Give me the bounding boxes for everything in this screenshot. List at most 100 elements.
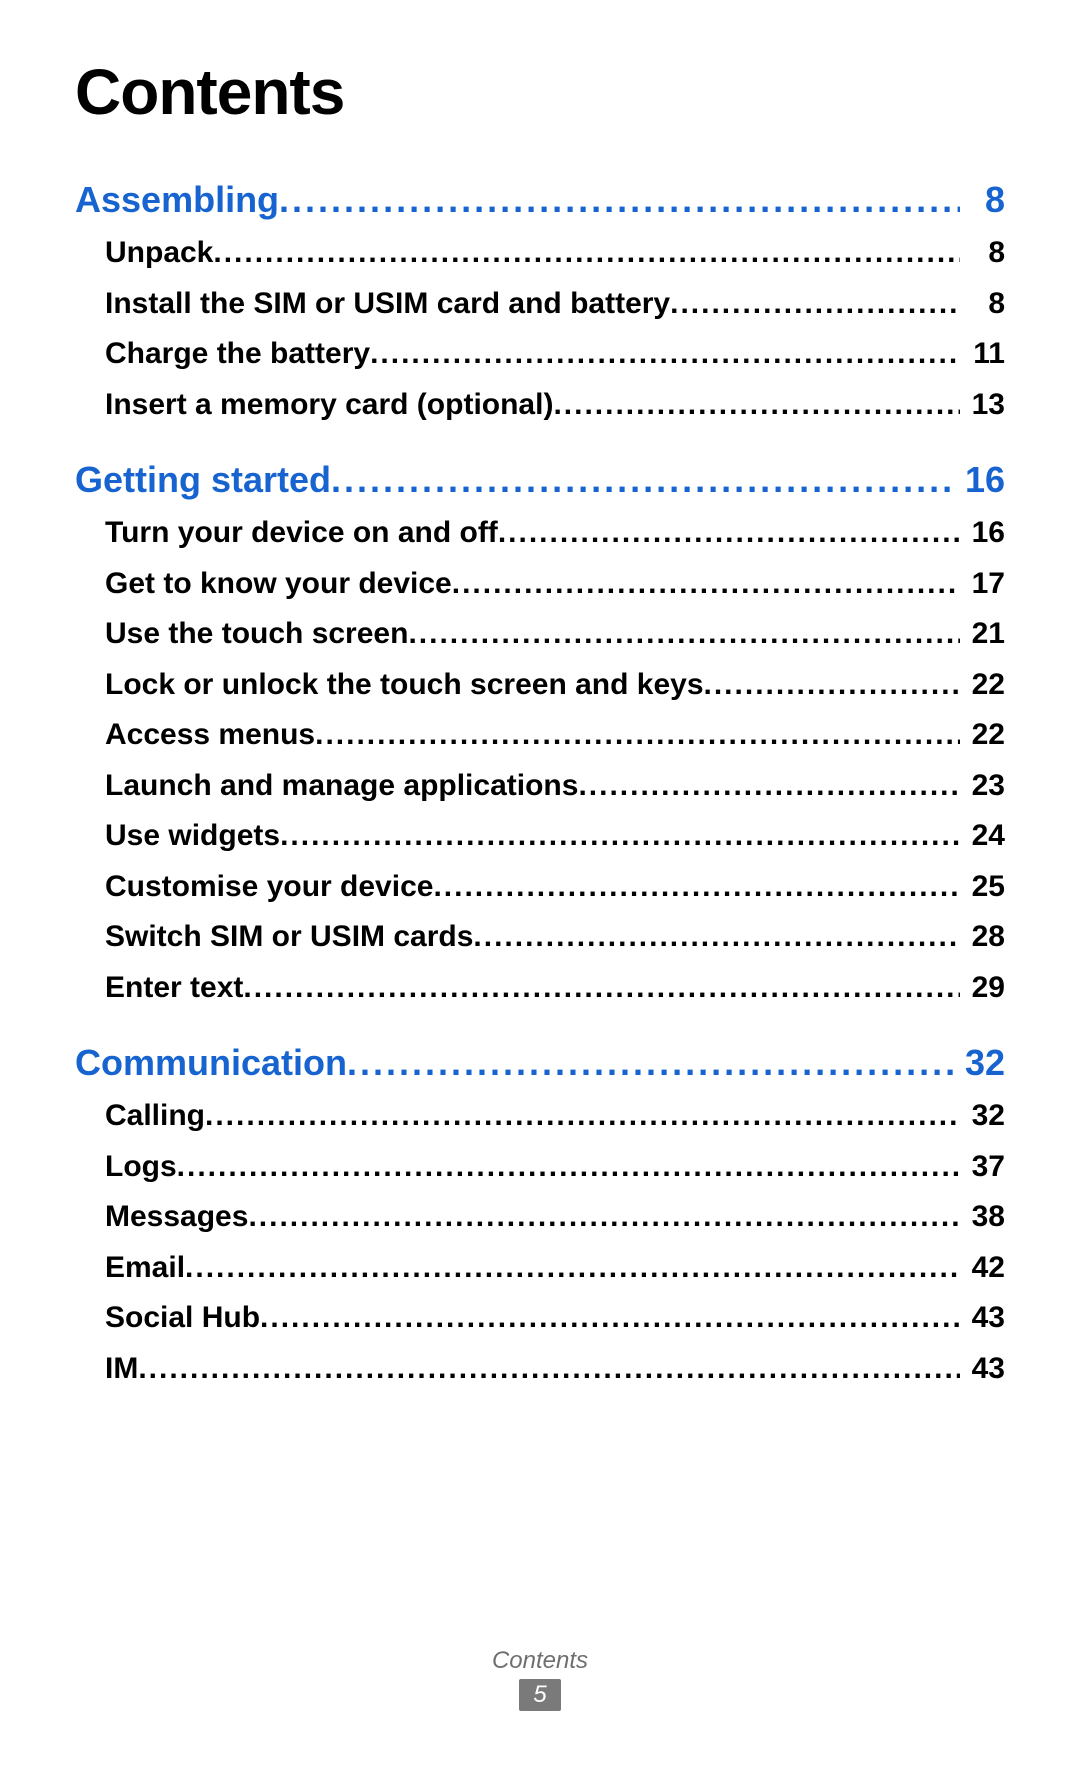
dot-leader (704, 665, 960, 706)
toc-sub-page: 21 (960, 614, 1005, 655)
toc-sub-label: IM (105, 1349, 138, 1390)
toc-sub-label: Messages (105, 1197, 248, 1238)
contents-page: Contents Assembling8Unpack8Install the S… (0, 0, 1080, 1771)
toc-sub-page: 13 (960, 385, 1005, 426)
toc-sub-page: 28 (960, 917, 1005, 958)
toc-sub-page: 16 (960, 513, 1005, 554)
toc-sub-row[interactable]: Access menus 22 (75, 715, 1005, 756)
toc-sub-page: 37 (960, 1147, 1005, 1188)
toc-sub-label: Charge the battery (105, 334, 370, 375)
dot-leader (553, 385, 960, 426)
toc-section-row[interactable]: Assembling 8 (75, 179, 1005, 221)
toc-sub-label: Use widgets (105, 816, 280, 857)
toc-sub-row[interactable]: Charge the battery 11 (75, 334, 1005, 375)
toc-sub-page: 8 (960, 233, 1005, 274)
toc-section: Communication 32 Calling 32 Logs 37 Messages 38… (75, 1042, 1005, 1389)
toc-sub-page: 29 (960, 968, 1005, 1009)
toc-sub-label: Turn your device on and off (105, 513, 498, 554)
toc-section-page: 32 (957, 1042, 1005, 1084)
dot-leader (185, 1248, 960, 1289)
dot-leader (138, 1349, 960, 1390)
toc-sub-row[interactable]: Insert a memory card (optional) 13 (75, 385, 1005, 426)
toc-sub-label: Get to know your device (105, 564, 452, 605)
toc-section: Getting started16Turn your device on and… (75, 459, 1005, 1008)
toc-sub-label: Logs (105, 1147, 177, 1188)
toc-sub-page: 24 (960, 816, 1005, 857)
dot-leader (315, 715, 960, 756)
toc-sub-row[interactable]: Enter text 29 (75, 968, 1005, 1009)
toc-section-label: Getting started (75, 459, 331, 501)
toc-sub-row[interactable]: Launch and manage applications 23 (75, 766, 1005, 807)
toc-sub-row[interactable]: Messages 38 (75, 1197, 1005, 1238)
toc-sub-page: 38 (960, 1197, 1005, 1238)
toc-sub-label: Calling (105, 1096, 205, 1137)
dot-leader (473, 917, 960, 958)
toc-sub-row[interactable]: Switch SIM or USIM cards 28 (75, 917, 1005, 958)
toc-sub-page: 25 (960, 867, 1005, 908)
toc-sub-label: Access menus (105, 715, 315, 756)
toc-container: Assembling8Unpack8Install the SIM or USI… (75, 179, 1005, 1389)
toc-sub-page: 32 (960, 1096, 1005, 1137)
footer-label: Contents (0, 1647, 1080, 1675)
toc-sub-page: 8 (960, 284, 1005, 325)
toc-sub-row[interactable]: Lock or unlock the touch screen and keys… (75, 665, 1005, 706)
dot-leader (213, 233, 960, 274)
toc-sub-row[interactable]: Use the touch screen 21 (75, 614, 1005, 655)
dot-leader (347, 1042, 957, 1084)
toc-sub-row[interactable]: Logs 37 (75, 1147, 1005, 1188)
dot-leader (177, 1147, 960, 1188)
toc-sub-page: 22 (960, 715, 1005, 756)
toc-section-page: 16 (957, 459, 1005, 501)
dot-leader (408, 614, 960, 655)
dot-leader (280, 816, 960, 857)
dot-leader (243, 968, 960, 1009)
toc-sub-page: 11 (960, 334, 1005, 375)
footer-page-number: 5 (519, 1679, 560, 1711)
toc-sub-row[interactable]: IM 43 (75, 1349, 1005, 1390)
dot-leader (248, 1197, 960, 1238)
toc-section-row[interactable]: Communication 32 (75, 1042, 1005, 1084)
dot-leader (370, 334, 960, 375)
toc-sub-row[interactable]: Install the SIM or USIM card and battery… (75, 284, 1005, 325)
toc-sub-page: 23 (960, 766, 1005, 807)
toc-section-label: Assembling (75, 179, 279, 221)
toc-sub-page: 17 (960, 564, 1005, 605)
toc-sub-page: 42 (960, 1248, 1005, 1289)
toc-sub-label: Lock or unlock the touch screen and keys (105, 665, 704, 706)
dot-leader (670, 284, 960, 325)
toc-sub-label: Install the SIM or USIM card and battery (105, 284, 670, 325)
toc-sub-row[interactable]: Get to know your device 17 (75, 564, 1005, 605)
page-title: Contents (75, 55, 1005, 129)
dot-leader (279, 179, 960, 221)
dot-leader (331, 459, 957, 501)
dot-leader (205, 1096, 960, 1137)
toc-sub-page: 43 (960, 1298, 1005, 1339)
toc-sub-row[interactable]: Social Hub 43 (75, 1298, 1005, 1339)
toc-sub-label: Social Hub (105, 1298, 260, 1339)
page-footer: Contents 5 (0, 1647, 1080, 1711)
toc-section-label: Communication (75, 1042, 347, 1084)
dot-leader (498, 513, 960, 554)
toc-sub-row[interactable]: Use widgets 24 (75, 816, 1005, 857)
toc-section: Assembling8Unpack8Install the SIM or USI… (75, 179, 1005, 425)
dot-leader (433, 867, 960, 908)
toc-section-page: 8 (960, 179, 1005, 221)
toc-sub-row[interactable]: Email42 (75, 1248, 1005, 1289)
toc-sub-page: 22 (960, 665, 1005, 706)
toc-sub-label: Customise your device (105, 867, 433, 908)
dot-leader (452, 564, 960, 605)
toc-sub-label: Use the touch screen (105, 614, 408, 655)
toc-sub-label: Insert a memory card (optional) (105, 385, 553, 426)
toc-sub-row[interactable]: Customise your device 25 (75, 867, 1005, 908)
toc-sub-row[interactable]: Calling 32 (75, 1096, 1005, 1137)
toc-section-row[interactable]: Getting started 16 (75, 459, 1005, 501)
dot-leader (578, 766, 960, 807)
toc-sub-row[interactable]: Turn your device on and off 16 (75, 513, 1005, 554)
toc-sub-page: 43 (960, 1349, 1005, 1390)
dot-leader (260, 1298, 960, 1339)
toc-sub-label: Enter text (105, 968, 243, 1009)
toc-sub-label: Unpack (105, 233, 213, 274)
toc-sub-row[interactable]: Unpack 8 (75, 233, 1005, 274)
toc-sub-label: Launch and manage applications (105, 766, 578, 807)
toc-sub-label: Switch SIM or USIM cards (105, 917, 473, 958)
